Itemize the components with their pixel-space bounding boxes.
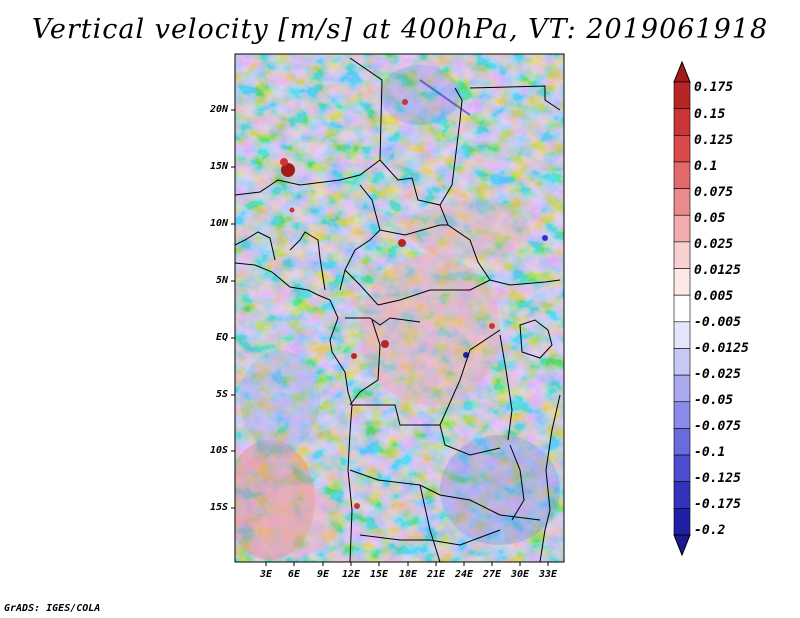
- atlantic-coastline: [235, 262, 353, 562]
- y-tick-label: 5N: [215, 275, 228, 286]
- x-tick-label: 27E: [482, 569, 502, 580]
- chart-title: Vertical velocity [m/s] at 400hPa, VT: 2…: [31, 14, 769, 45]
- colorbar-swatch: [673, 214, 691, 243]
- colorbar-label: -0.075: [694, 419, 741, 434]
- x-tick-label: 6E: [287, 569, 301, 580]
- grads-credit: GrADS: IGES/COLA: [4, 603, 101, 614]
- colorbar-swatch: [673, 108, 691, 136]
- y-tick-label: 5S: [215, 389, 228, 400]
- updraft-cell: [351, 353, 357, 359]
- colorbar-label: -0.175: [694, 497, 741, 512]
- colorbar-arrow-top: [673, 60, 691, 83]
- colorbar-swatch: [673, 401, 691, 429]
- colorbar-swatch: [673, 374, 691, 403]
- colorbar-swatch: [673, 321, 691, 349]
- x-tick-label: 30E: [510, 569, 530, 580]
- colorbar-label: -0.1: [694, 445, 726, 460]
- colorbar-swatch: [673, 294, 691, 323]
- indian-coastline: [539, 394, 561, 562]
- updraft-cell: [281, 163, 295, 177]
- colorbar-swatch: [673, 268, 691, 296]
- colorbar-label: 0.15: [694, 107, 726, 122]
- lake-victoria: [519, 319, 553, 359]
- colorbar-swatch: [673, 81, 691, 109]
- map-frame: [234, 53, 565, 563]
- colorbar-label: 0.075: [694, 185, 734, 200]
- colorbar-swatch: [673, 161, 691, 189]
- colorbar-swatch: [673, 134, 691, 163]
- y-tick-label: 10S: [209, 445, 228, 456]
- y-tick-label: 20N: [209, 104, 228, 115]
- x-tick-label: 9E: [316, 569, 330, 580]
- x-tick-label: 3E: [259, 569, 273, 580]
- colorbar-swatch: [673, 428, 691, 456]
- x-tick-label: 15E: [369, 569, 389, 580]
- colorbar-label: 0.125: [694, 133, 734, 148]
- updraft-cell: [402, 99, 408, 105]
- colorbar-label: 0.05: [694, 211, 726, 226]
- y-tick-label: EQ: [215, 332, 228, 343]
- x-tick-label: 18E: [398, 569, 418, 580]
- updraft-cell: [280, 158, 288, 166]
- y-tick-label: 10N: [209, 218, 228, 229]
- colorbar-label: -0.125: [694, 471, 741, 486]
- updraft-cell: [489, 323, 495, 329]
- political-boundaries: [235, 57, 561, 562]
- colorbar-label: -0.05: [694, 393, 734, 408]
- colorbar-arrow-bottom: [673, 534, 691, 557]
- y-tick-label: 15S: [209, 502, 228, 513]
- colorbar-label: 0.1: [694, 159, 718, 174]
- x-tick-label: 33E: [538, 569, 558, 580]
- colorbar-swatch: [673, 454, 691, 483]
- x-tick-label: 21E: [426, 569, 446, 580]
- colorbar-swatch: [673, 188, 691, 216]
- axis-ticks: [231, 109, 549, 566]
- colorbar-label: -0.0125: [694, 341, 749, 356]
- colorbar-label: -0.005: [694, 315, 741, 330]
- x-tick-label: 12E: [341, 569, 361, 580]
- colorbar-label: -0.025: [694, 367, 741, 382]
- x-tick-label: 24E: [454, 569, 474, 580]
- colorbar-swatch: [673, 481, 691, 509]
- updraft-cell: [354, 503, 360, 509]
- updraft-cell: [289, 207, 295, 213]
- colorbar-swatch: [673, 241, 691, 269]
- updraft-cell: [381, 340, 389, 348]
- colorbar-label: 0.0125: [694, 263, 741, 278]
- lake-malawi: [509, 444, 525, 521]
- velocity-field: [235, 54, 564, 562]
- colorbar-swatch: [673, 508, 691, 536]
- colorbar-label: 0.005: [694, 289, 734, 304]
- colorbar-label: 0.025: [694, 237, 734, 252]
- updraft-cell: [398, 239, 406, 247]
- y-tick-label: 15N: [209, 161, 228, 172]
- colorbar: [673, 60, 691, 557]
- downdraft-cell: [542, 235, 548, 241]
- colorbar-label: 0.175: [694, 80, 734, 95]
- lake-tanganyika: [499, 334, 513, 441]
- colorbar-label: -0.2: [694, 523, 726, 538]
- colorbar-swatch: [673, 348, 691, 376]
